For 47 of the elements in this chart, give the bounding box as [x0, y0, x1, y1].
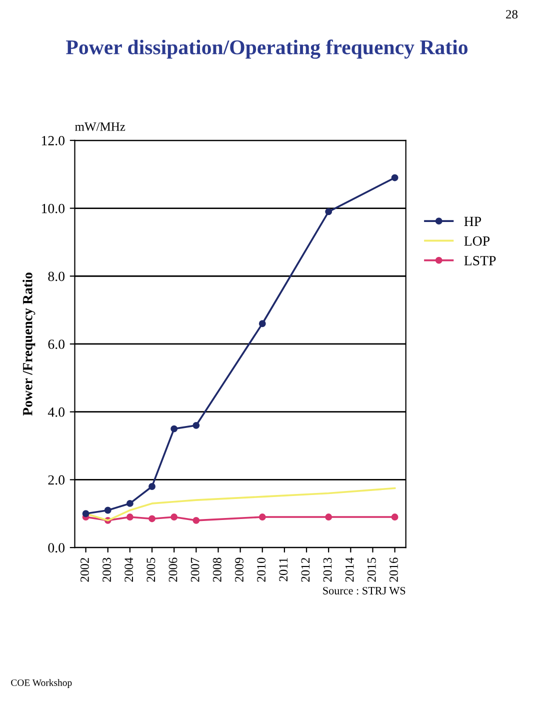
x-tick-label: 2002 — [80, 558, 89, 582]
point — [170, 425, 178, 432]
point — [192, 422, 200, 429]
y-tick-label: 10.0 — [42, 204, 65, 214]
x-tick-label: 2006 — [168, 558, 178, 582]
x-tick-label: 2005 — [146, 558, 156, 582]
x-tick-label: 2003 — [102, 558, 111, 582]
x-tick-label: 2008 — [212, 558, 222, 582]
y-axis-title: Power /Frequency Ratio — [22, 272, 36, 416]
point — [192, 516, 200, 524]
y-tick-label: 2.0 — [48, 475, 65, 485]
point — [126, 514, 134, 520]
x-tick-label: 2010 — [257, 558, 266, 582]
text: mW/MHz — [75, 122, 126, 131]
x-tick-label: 2016 — [389, 558, 398, 582]
point — [148, 483, 156, 490]
legend-label: HP — [464, 216, 482, 226]
point — [325, 514, 332, 520]
chart-title: Power dissipation/Operating frequency Ratio — [66, 40, 468, 59]
text: 28 — [506, 10, 518, 19]
y-tick-label: 12.0 — [42, 136, 65, 146]
point — [391, 174, 398, 182]
point — [126, 500, 134, 507]
y-tick-label: 6.0 — [48, 340, 65, 349]
x-tick-label: 2013 — [323, 558, 332, 582]
point — [258, 514, 266, 520]
x-tick-label: 2007 — [190, 558, 200, 582]
y-tick-label: 4.0 — [48, 407, 65, 417]
point — [325, 208, 332, 216]
point — [104, 506, 112, 514]
point — [170, 514, 178, 520]
y-tick-label: 0.0 — [48, 543, 65, 553]
point — [391, 514, 398, 520]
x-tick-label: 2015 — [367, 558, 376, 582]
x-tick-label: 2014 — [345, 557, 354, 582]
legend-label: LSTP — [464, 256, 496, 266]
x-tick-label: 2004 — [124, 557, 134, 582]
point — [148, 515, 156, 522]
text: COE Workshop — [11, 679, 72, 688]
y-tick-label: 8.0 — [48, 272, 65, 282]
x-tick-label: 2011 — [279, 558, 288, 582]
point — [82, 510, 90, 518]
x-tick-label: 2012 — [301, 558, 310, 582]
source-note: Source : STRJ WS — [323, 586, 406, 594]
legend-label: LOP — [464, 236, 490, 246]
x-tick-label: 2009 — [234, 558, 244, 582]
point — [258, 320, 266, 328]
